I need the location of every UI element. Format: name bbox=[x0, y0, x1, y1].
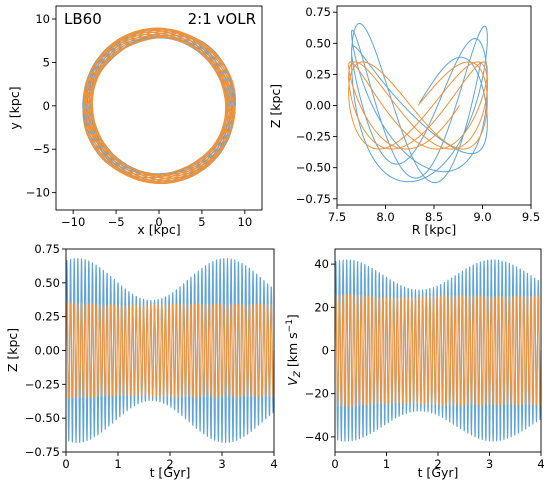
x-axis-label: t [Gyr] bbox=[418, 465, 459, 480]
x-tick-label: 3 bbox=[486, 457, 493, 471]
annotation-resonance: 2:1 vOLR bbox=[188, 10, 256, 28]
y-tick-label: 0 bbox=[43, 99, 50, 113]
y-tick-label: −20 bbox=[305, 387, 329, 401]
y-tick-label: 0.75 bbox=[34, 242, 60, 256]
y-axis-label: y [kpc] bbox=[7, 86, 22, 129]
x-tick-label: 7.5 bbox=[328, 210, 346, 224]
y-tick-label: −0.75 bbox=[296, 192, 331, 206]
y-tick-label: −0.50 bbox=[25, 411, 60, 425]
x-tick-label: 4 bbox=[270, 457, 277, 471]
y-tick-label: 0.25 bbox=[305, 67, 331, 81]
y-tick-label: 0.25 bbox=[34, 310, 60, 324]
y-tick-label: 0.50 bbox=[305, 36, 331, 50]
x-tick-label: 0 bbox=[62, 457, 69, 471]
x-tick-label: −10 bbox=[61, 215, 85, 229]
x-tick-label: 8.5 bbox=[425, 210, 443, 224]
y-tick-label: 5 bbox=[43, 55, 50, 69]
y-tick-label: 10 bbox=[35, 12, 50, 26]
x-tick-label: 9.5 bbox=[522, 210, 540, 224]
x-tick-label: 0 bbox=[155, 215, 162, 229]
x-tick-label: 0 bbox=[331, 457, 338, 471]
x-axis-label: x [kpc] bbox=[137, 222, 180, 237]
y-tick-label: 0.00 bbox=[34, 344, 60, 358]
x-tick-label: 2 bbox=[434, 457, 441, 471]
x-axis-label: t [Gyr] bbox=[150, 465, 191, 480]
x-axis-label: R [kpc] bbox=[412, 222, 456, 237]
series-line-blue bbox=[351, 23, 488, 184]
y-tick-label: −0.25 bbox=[25, 377, 60, 391]
panel-xy-orbit: −10 −5 0 5 10 −10 −5 0 5 10 LB60 2:1 vOLR x [kpc]… bbox=[7, 5, 263, 237]
y-tick-label: 0 bbox=[322, 344, 329, 358]
x-tick-label: 2 bbox=[166, 457, 173, 471]
series-line-orange bbox=[348, 61, 488, 150]
panel-vz-time: 0 1 2 3 4 −40 −20 0 20 40 t [Gyr] VZ [km s−1] bbox=[285, 248, 545, 480]
y-tick-label: −0.50 bbox=[296, 161, 331, 175]
axes-frame bbox=[336, 5, 532, 206]
x-tick-label: 1 bbox=[114, 457, 121, 471]
annotation-model: LB60 bbox=[64, 10, 102, 28]
x-tick-label: 5 bbox=[198, 215, 205, 229]
panel-rz-orbit: 7.5 8.0 8.5 9.0 9.5 −0.75 −0.50 −0.25 0.00 0.25 0.… bbox=[268, 5, 540, 237]
series-line-orange bbox=[334, 293, 542, 408]
y-tick-label: −5 bbox=[33, 142, 50, 156]
y-tick-label: 40 bbox=[314, 257, 329, 271]
y-tick-label: −40 bbox=[305, 430, 329, 444]
y-axis-label: VZ [km s−1] bbox=[285, 314, 303, 386]
x-tick-label: 4 bbox=[537, 457, 544, 471]
x-tick-label: −5 bbox=[108, 215, 125, 229]
x-tick-label: 3 bbox=[218, 457, 225, 471]
x-tick-label: 8.0 bbox=[376, 210, 394, 224]
x-tick-label: 1 bbox=[383, 457, 390, 471]
x-tick-label: 9.0 bbox=[473, 210, 491, 224]
series-line-orange bbox=[82, 27, 237, 185]
y-tick-label: −10 bbox=[26, 186, 50, 200]
y-tick-label: −0.75 bbox=[25, 445, 60, 459]
y-tick-label: 0.00 bbox=[305, 99, 331, 113]
y-tick-label: 20 bbox=[314, 300, 329, 314]
y-axis-label: Z [kpc] bbox=[268, 84, 283, 128]
x-tick-label: 10 bbox=[238, 215, 253, 229]
series-line-orange bbox=[65, 302, 275, 399]
y-tick-label: 0.50 bbox=[34, 276, 60, 290]
y-tick-label: −0.25 bbox=[296, 130, 331, 144]
y-tick-label: 0.75 bbox=[305, 5, 331, 19]
y-axis-label: Z [kpc] bbox=[5, 328, 20, 372]
panel-z-time: 0 1 2 3 4 −0.75 −0.50 −0.25 0.00 0.25 0.50 0.75 t [… bbox=[5, 242, 278, 480]
